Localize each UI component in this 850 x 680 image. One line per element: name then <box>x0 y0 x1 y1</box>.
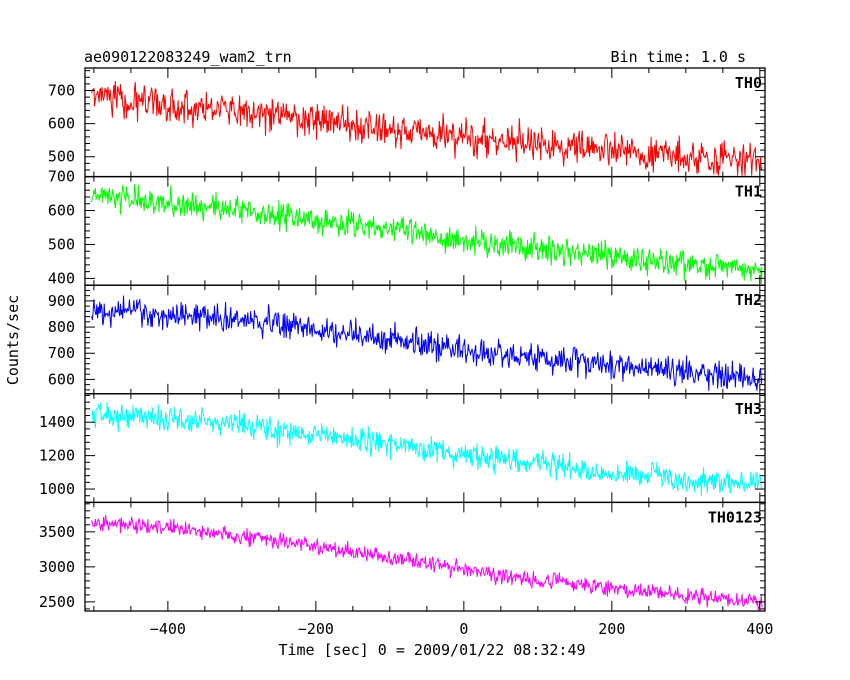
y-tick-label: 700 <box>48 82 75 100</box>
series-line-th0123 <box>91 515 763 612</box>
y-tick-label: 1000 <box>39 480 75 498</box>
y-tick-label: 600 <box>48 202 75 220</box>
panel-th1: 400 500 600 700 TH1 <box>48 168 766 287</box>
panel-label-th2: TH2 <box>735 291 762 309</box>
y-tick-label: 600 <box>48 115 75 133</box>
y-tick-label: 700 <box>48 168 75 186</box>
panel-label-th0123: TH0123 <box>708 508 762 526</box>
panel-label-th1: TH1 <box>735 183 762 201</box>
panel-th3: 1000 1200 1400 TH3 <box>39 393 766 504</box>
y-tick-label: 1200 <box>39 447 75 465</box>
series-line-th1 <box>91 183 763 285</box>
series-line-th2 <box>91 295 763 391</box>
y-tick-label: 500 <box>48 148 75 166</box>
y-tick-label: 3000 <box>39 558 75 576</box>
panels-group: 500 600 700 TH0 400 500 600 700 TH1 600 700 800 900 T… <box>39 67 773 638</box>
panel-label-th3: TH3 <box>735 400 762 418</box>
x-tick-label: 0 <box>459 620 468 638</box>
bin-time-label: Bin time: 1.0 s <box>611 48 746 66</box>
series-line-th0 <box>91 81 763 176</box>
y-tick-label: 900 <box>48 292 75 310</box>
x-tick-label: 400 <box>746 620 773 638</box>
panel-label-th0: TH0 <box>735 74 762 92</box>
panel-frame <box>84 393 766 504</box>
x-tick-label: −400 <box>150 620 186 638</box>
panel-th0: 500 600 700 TH0 <box>48 67 766 178</box>
y-tick-label: 400 <box>48 269 75 287</box>
panel-th0123: 2500 3000 3500 TH0123 <box>39 501 766 612</box>
panel-frame <box>84 501 766 612</box>
y-tick-label: 1400 <box>39 413 75 431</box>
x-axis-label: Time [sec] 0 = 2009/01/22 08:32:49 <box>278 641 585 659</box>
y-tick-label: 3500 <box>39 523 75 541</box>
y-tick-label: 2500 <box>39 593 75 611</box>
panel-th2: 600 700 800 900 TH2 <box>48 284 766 395</box>
y-axis-label: Counts/sec <box>4 295 22 385</box>
y-tick-label: 700 <box>48 344 75 362</box>
x-tick-label: 200 <box>598 620 625 638</box>
y-tick-label: 500 <box>48 235 75 253</box>
y-tick-label: 800 <box>48 318 75 336</box>
chart-title: ae090122083249_wam2_trn <box>84 48 292 66</box>
series-line-th3 <box>91 401 762 496</box>
y-tick-label: 600 <box>48 370 75 388</box>
x-tick-label: −200 <box>298 620 334 638</box>
